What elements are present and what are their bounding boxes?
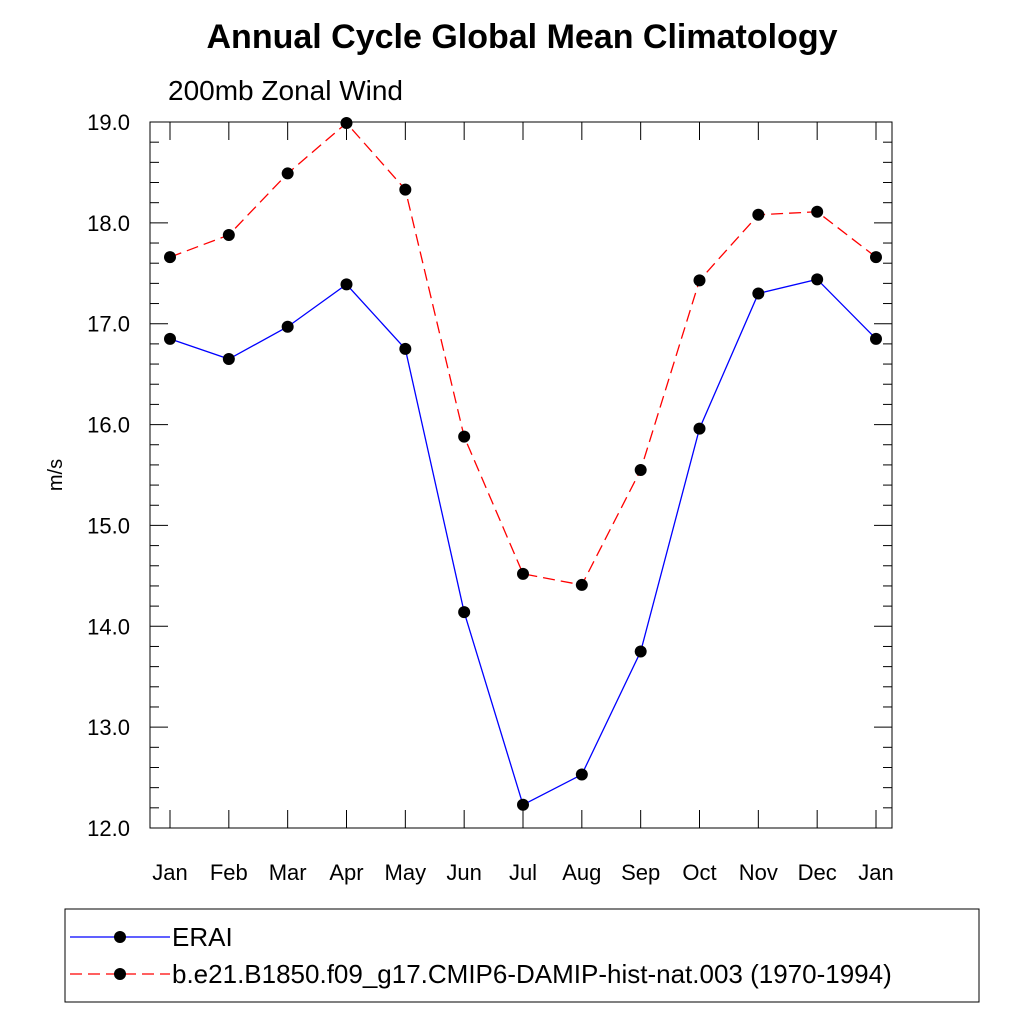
legend-label: b.e21.B1850.f09_g17.CMIP6-DAMIP-hist-nat… — [172, 959, 892, 989]
plot-area-border — [149, 121, 893, 829]
data-point — [575, 768, 588, 781]
x-axis-ticks: Jan Feb Mar Apr May Jun Jul Aug Sep Oct Nov Dec Jan — [152, 122, 894, 885]
data-point — [458, 606, 471, 619]
x-tick-label: Feb — [210, 860, 248, 885]
data-point — [164, 332, 176, 345]
chart-subtitle: 200mb Zonal Wind — [168, 75, 403, 106]
legend-label: ERAI — [172, 922, 233, 952]
data-point — [752, 287, 765, 300]
series-layer — [164, 117, 882, 811]
legend-marker — [114, 931, 126, 943]
data-point — [870, 332, 882, 345]
series-1 — [164, 117, 882, 591]
y-tick-label: 14.0 — [87, 614, 130, 639]
legend: ERAI b.e21.B1850.f09_g17.CMIP6-DAMIP-hist… — [64, 908, 980, 1003]
data-point — [281, 167, 294, 180]
data-point — [281, 320, 294, 333]
data-point — [517, 798, 529, 811]
y-tick-label: 13.0 — [87, 715, 130, 740]
series-line — [169, 278, 877, 806]
y-tick-label: 17.0 — [87, 312, 130, 337]
x-tick-label: Jan — [858, 860, 893, 885]
chart-title: Annual Cycle Global Mean Climatology — [207, 18, 838, 56]
data-point — [693, 274, 706, 287]
data-point — [811, 205, 824, 218]
data-point — [340, 278, 353, 291]
x-tick-label: Dec — [798, 860, 837, 885]
plot-frame — [149, 121, 893, 829]
x-tick-label: Jun — [446, 860, 481, 885]
y-axis-ticks: 12.0 13.0 14.0 15.0 16.0 17.0 18.0 19.0 — [87, 110, 892, 841]
y-tick-label: 12.0 — [87, 816, 130, 841]
data-point — [634, 645, 647, 658]
x-tick-label: Sep — [621, 860, 660, 885]
x-tick-label: Apr — [329, 860, 363, 885]
y-tick-label: 18.0 — [87, 211, 130, 236]
x-tick-label: Jan — [152, 860, 187, 885]
data-point — [399, 183, 412, 196]
series-line — [169, 122, 877, 586]
y-tick-label: 19.0 — [87, 110, 130, 135]
data-point — [752, 208, 765, 221]
data-point — [399, 342, 412, 355]
data-point — [164, 251, 176, 264]
data-point — [222, 228, 235, 241]
data-point — [634, 463, 647, 476]
data-point — [222, 353, 235, 366]
data-point — [811, 273, 824, 286]
data-point — [517, 567, 529, 580]
legend-box — [64, 908, 980, 1003]
data-point — [575, 578, 588, 591]
y-tick-label: 15.0 — [87, 513, 130, 538]
legend-marker — [114, 968, 126, 980]
x-tick-label: Nov — [739, 860, 778, 885]
x-tick-label: Aug — [562, 860, 601, 885]
x-tick-label: May — [385, 860, 427, 885]
data-point — [870, 251, 882, 264]
y-axis-label: m/s — [45, 459, 67, 491]
data-point — [693, 422, 706, 435]
data-point — [458, 430, 471, 443]
data-point — [340, 117, 353, 130]
x-tick-label: Jul — [509, 860, 537, 885]
y-tick-label: 16.0 — [87, 413, 130, 438]
x-tick-label: Mar — [269, 860, 307, 885]
series-0 — [164, 273, 882, 811]
x-tick-label: Oct — [682, 860, 716, 885]
